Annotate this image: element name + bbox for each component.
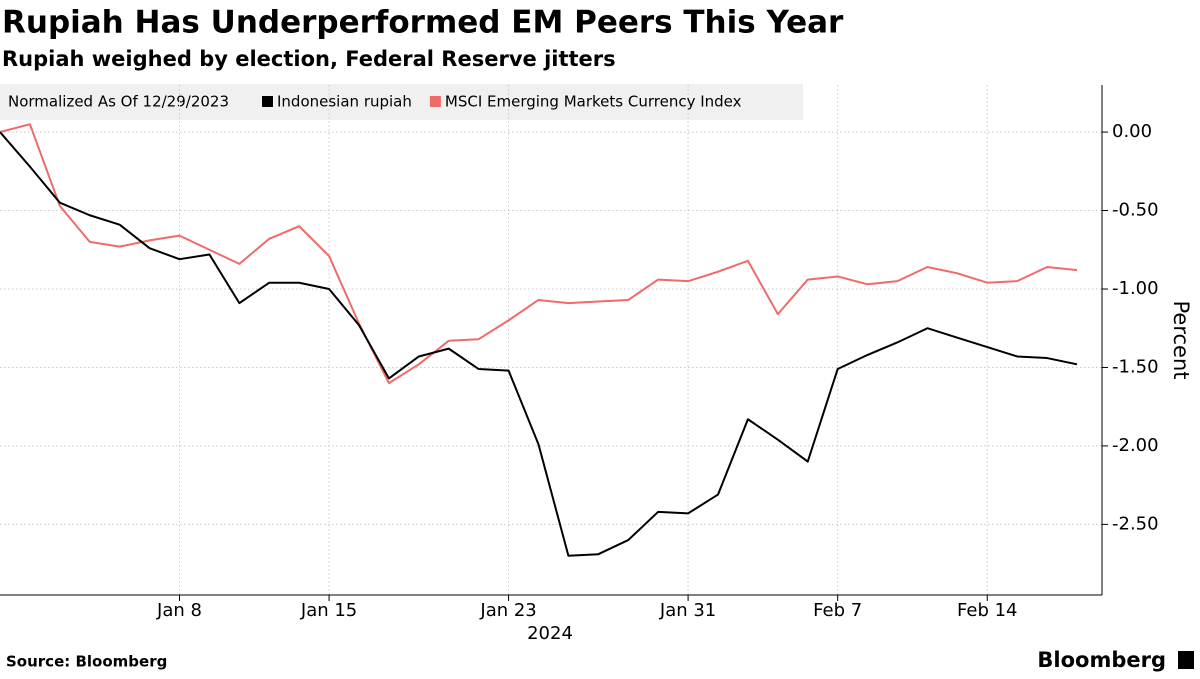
x-tick-label: Jan 31 <box>659 600 716 621</box>
legend-background <box>0 84 803 120</box>
series-line <box>0 131 1078 557</box>
x-tick-label: Jan 23 <box>479 600 536 621</box>
x-year-label: 2024 <box>527 623 573 644</box>
y-tick-label: -1.50 <box>1112 356 1159 377</box>
y-tick-label: -1.00 <box>1112 278 1159 299</box>
y-tick-label: -0.50 <box>1112 200 1159 221</box>
y-tick-label: -2.50 <box>1112 513 1159 534</box>
legend-title: Normalized As Of 12/29/2023 <box>8 93 229 111</box>
x-tick-label: Feb 14 <box>957 600 1018 621</box>
legend-swatch <box>262 96 273 107</box>
legend-label: Indonesian rupiah <box>277 93 412 111</box>
series-line <box>0 123 1078 385</box>
y-axis-label: Percent <box>1169 300 1193 379</box>
legend-label: MSCI Emerging Markets Currency Index <box>445 93 742 111</box>
x-tick-label: Jan 8 <box>156 600 202 621</box>
brand-icon <box>1178 651 1194 669</box>
source: Source: Bloomberg <box>6 653 167 671</box>
chart-subtitle: Rupiah weighed by election, Federal Rese… <box>2 47 616 71</box>
x-tick-label: Jan 15 <box>300 600 357 621</box>
brand: Bloomberg <box>1037 648 1166 672</box>
legend-swatch <box>429 96 441 107</box>
x-tick-label: Feb 7 <box>813 600 862 621</box>
chart-title: Rupiah Has Underperformed EM Peers This … <box>2 5 844 41</box>
y-tick-label: 0.00 <box>1112 121 1152 142</box>
y-tick-label: -2.00 <box>1112 435 1159 456</box>
